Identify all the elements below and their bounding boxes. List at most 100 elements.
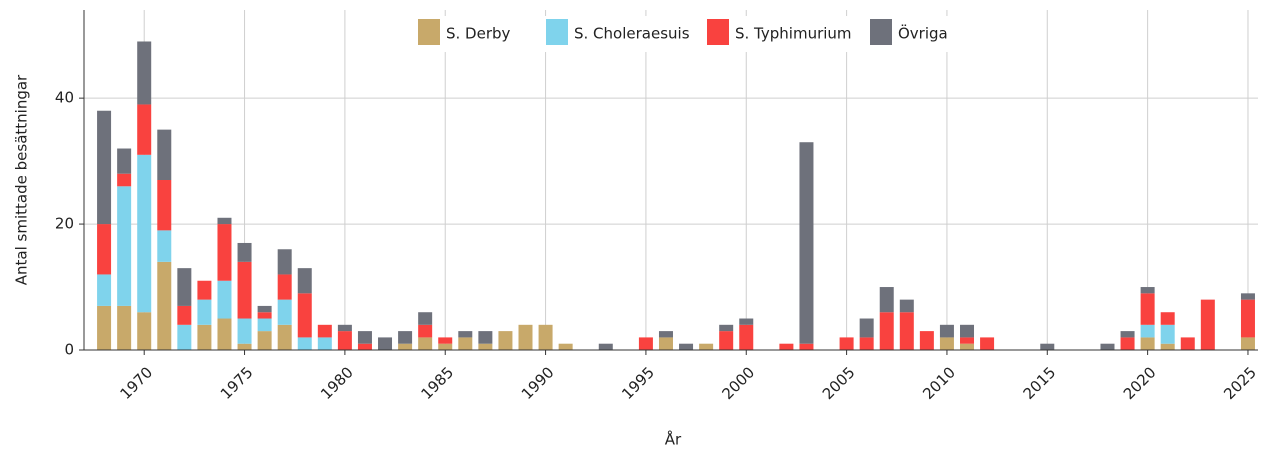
bar-segment <box>960 337 975 344</box>
bar-segment <box>117 305 132 350</box>
legend-label: S. Choleraesuis <box>574 25 690 43</box>
y-tick-label: 40 <box>55 89 74 107</box>
bar-segment <box>438 343 453 350</box>
x-tick-label: 2015 <box>1020 363 1060 403</box>
bar-segment <box>538 324 553 350</box>
bar-segment <box>658 331 673 338</box>
bar-segment <box>137 104 152 155</box>
bar-segment <box>859 337 874 350</box>
bar-segment <box>297 293 312 338</box>
bar-segment <box>1160 343 1175 350</box>
bar-segment <box>418 337 433 350</box>
legend-swatch <box>546 19 568 45</box>
bar-segment <box>97 224 112 275</box>
legend-swatch <box>418 19 440 45</box>
bar-segment <box>97 274 112 306</box>
bar-segment <box>598 343 613 350</box>
bar-segment <box>357 331 372 344</box>
bar-segment <box>257 305 272 313</box>
bar-segment <box>438 337 453 344</box>
x-tick-label: 2020 <box>1120 363 1160 403</box>
bar-segment <box>1100 343 1115 350</box>
y-tick-label: 20 <box>55 215 74 233</box>
bar-segment <box>398 331 413 344</box>
bar-segment <box>337 331 352 350</box>
bar-segment <box>1180 337 1195 350</box>
bar-segment <box>779 343 794 350</box>
bar-segment <box>739 324 754 350</box>
bar-segment <box>97 110 112 225</box>
bar-segment <box>919 331 934 350</box>
bar-segment <box>418 324 433 338</box>
bar-segment <box>498 331 513 350</box>
bar-segment <box>558 343 573 350</box>
legend-label: Övriga <box>898 24 948 43</box>
bar-segment <box>1140 293 1155 325</box>
bar-segment <box>839 337 854 350</box>
bar-segment <box>237 242 252 262</box>
bar-segment <box>939 324 954 338</box>
x-tick-label: 1990 <box>518 363 558 403</box>
bar-segment <box>960 343 975 350</box>
bar-segment <box>357 343 372 350</box>
bar-segment <box>257 331 272 350</box>
bar-segment <box>217 280 232 319</box>
bar-segment <box>719 324 734 332</box>
x-tick-label: 1985 <box>418 363 458 403</box>
bar-segment <box>237 318 252 344</box>
bar-segment <box>277 249 292 275</box>
bar-segment <box>157 261 172 350</box>
bar-segment <box>719 331 734 350</box>
bar-segment <box>1240 337 1255 350</box>
y-tick-label: 0 <box>64 341 74 359</box>
bar-segment <box>398 343 413 350</box>
x-tick-label: 1975 <box>217 363 257 403</box>
bar-segment <box>197 280 212 300</box>
bar-segment <box>257 312 272 319</box>
bar-segment <box>157 180 172 231</box>
bar-segment <box>157 230 172 262</box>
legend-background <box>412 16 952 52</box>
bar-segment <box>899 312 914 350</box>
bar-segment <box>939 337 954 350</box>
bar-segment <box>117 186 132 306</box>
x-tick-label: 2005 <box>819 363 859 403</box>
bar-segment <box>197 324 212 350</box>
legend-label: S. Derby <box>446 25 511 43</box>
bar-segment <box>277 324 292 350</box>
bar-segment <box>257 318 272 332</box>
bar-segment <box>177 324 192 350</box>
bar-segment <box>317 324 332 338</box>
bar-segment <box>137 41 152 105</box>
bar-segment <box>217 318 232 350</box>
bar-segment <box>879 287 894 313</box>
x-axis-label: År <box>665 430 682 449</box>
bar-segment <box>518 324 533 350</box>
bar-segment <box>960 324 975 338</box>
x-tick-label: 2025 <box>1220 363 1260 403</box>
bar-segment <box>137 312 152 350</box>
bar-segment <box>478 331 493 344</box>
bar-segment <box>1120 331 1135 338</box>
bar-segment <box>177 305 192 325</box>
bar-segment <box>679 343 694 350</box>
bar-segment <box>157 129 172 180</box>
bar-segment <box>137 154 152 313</box>
legend-swatch <box>707 19 729 45</box>
bar-segment <box>197 299 212 325</box>
bar-segment <box>1240 299 1255 338</box>
bar-segment <box>237 261 252 319</box>
bar-segment <box>277 274 292 300</box>
bar-segment <box>117 148 132 174</box>
bar-segment <box>799 142 814 344</box>
bar-segment <box>297 337 312 350</box>
bar-segment <box>1160 324 1175 344</box>
bar-segment <box>1160 312 1175 325</box>
bar-segment <box>1240 293 1255 300</box>
bar-segment <box>277 299 292 325</box>
bar-segment <box>97 305 112 350</box>
bar-segment <box>899 299 914 313</box>
bar-segment <box>337 324 352 332</box>
bar-segment <box>1140 324 1155 338</box>
